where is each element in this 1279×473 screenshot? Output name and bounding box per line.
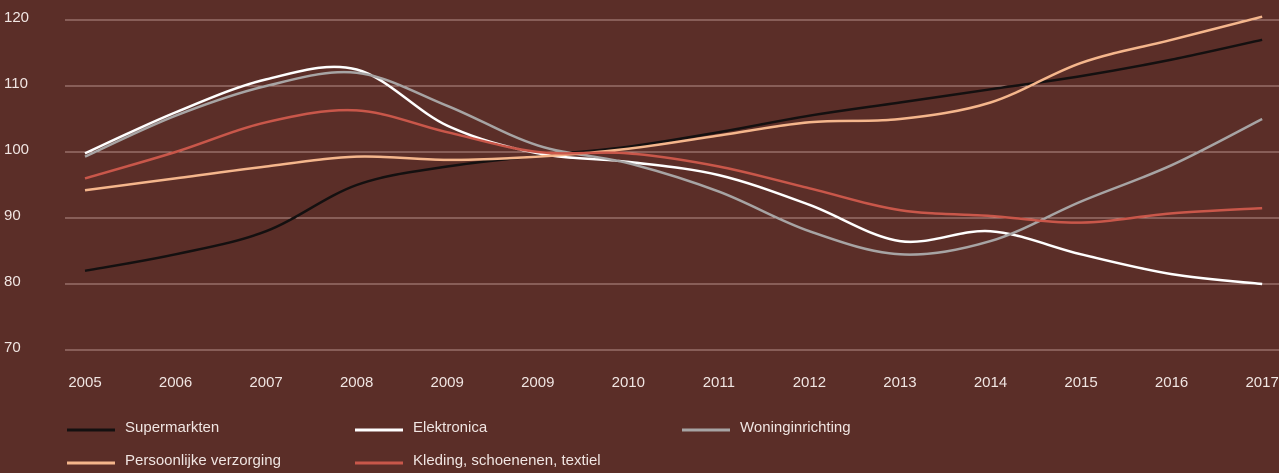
- series-line: [84, 15, 1263, 192]
- legend-label: Kleding, schoenenen, textiel: [413, 452, 601, 469]
- x-tick-label: 2009: [521, 374, 554, 391]
- y-tick-label: 100: [4, 141, 29, 158]
- legend-label: Woninginrichting: [740, 419, 851, 436]
- series-line: [84, 65, 1263, 286]
- y-tick-label: 90: [4, 207, 21, 224]
- y-tick-label: 120: [4, 9, 29, 26]
- legend-label: Persoonlijke verzorging: [125, 452, 281, 469]
- x-tick-label: 2013: [883, 374, 916, 391]
- x-tick-label: 2015: [1064, 374, 1097, 391]
- series-line: [84, 108, 1263, 224]
- x-tick-label: 2017: [1245, 374, 1278, 391]
- x-tick-label: 2009: [431, 374, 464, 391]
- x-tick-label: 2014: [974, 374, 1007, 391]
- y-tick-label: 80: [4, 273, 21, 290]
- x-tick-label: 2012: [793, 374, 826, 391]
- y-tick-label: 110: [4, 75, 28, 92]
- x-tick-label: 2011: [703, 374, 735, 391]
- series-line: [84, 38, 1263, 273]
- x-tick-label: 2010: [612, 374, 645, 391]
- legend-label: Elektronica: [413, 419, 488, 436]
- x-tick-label: 2016: [1155, 374, 1188, 391]
- x-tick-label: 2005: [68, 374, 101, 391]
- y-tick-label: 70: [4, 339, 21, 356]
- x-tick-label: 2007: [249, 374, 282, 391]
- series-line: [84, 70, 1263, 256]
- x-tick-label: 2006: [159, 374, 192, 391]
- x-tick-label: 2008: [340, 374, 373, 391]
- legend-label: Supermarkten: [125, 419, 219, 436]
